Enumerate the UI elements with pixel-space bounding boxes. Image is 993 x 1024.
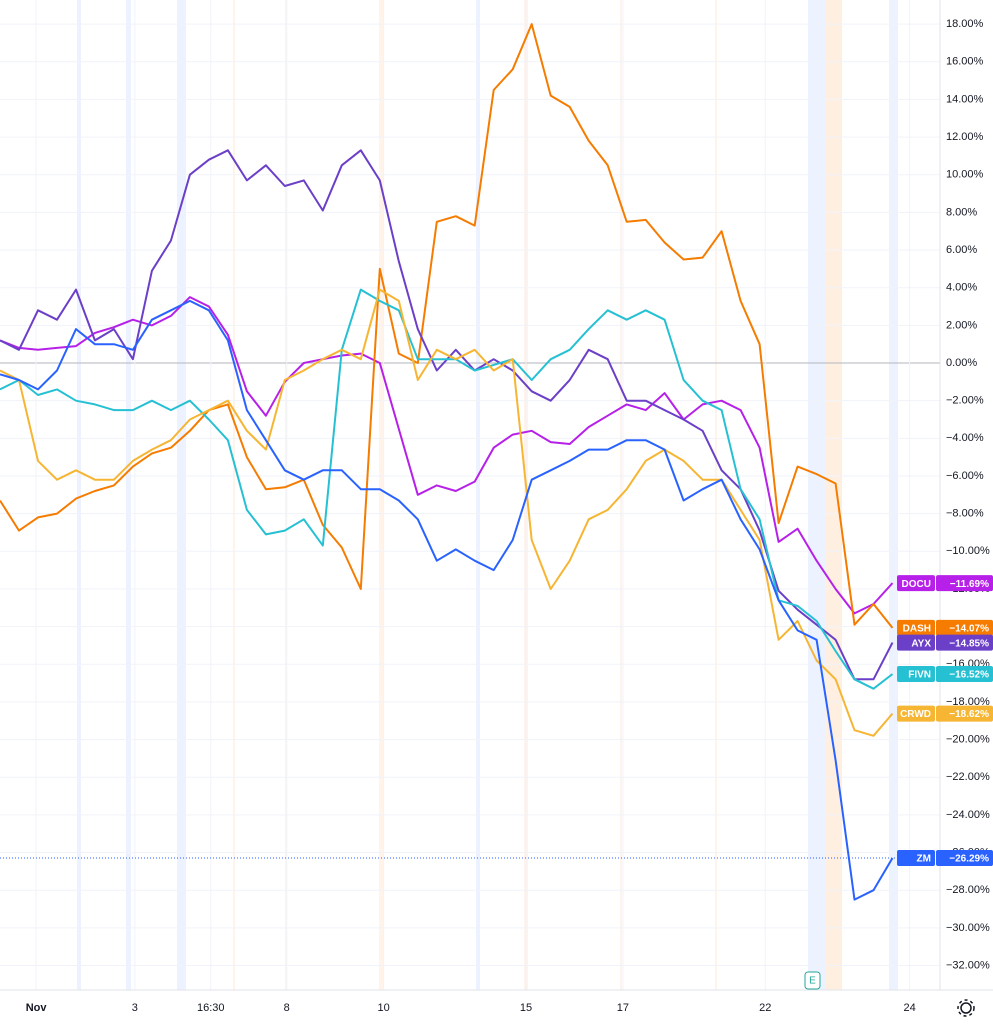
series-line: [0, 23, 894, 629]
x-tick-label: 17: [617, 1002, 629, 1014]
value-label: −18.62%: [949, 709, 989, 720]
x-tick-label: 22: [759, 1002, 771, 1014]
y-tick-label: −20.00%: [946, 733, 990, 745]
y-tick-label: 18.00%: [946, 18, 984, 30]
x-tick-label: 10: [377, 1002, 389, 1014]
badge-name-box: [897, 705, 935, 722]
badge-value-box: [936, 619, 993, 636]
series-line: [0, 288, 894, 690]
y-tick-label: −30.00%: [946, 922, 990, 934]
series-line: [0, 299, 894, 901]
y-tick-label: −32.00%: [946, 959, 990, 971]
x-tick-label: 16:30: [197, 1002, 225, 1014]
value-label: −26.29%: [949, 854, 989, 865]
value-label: −14.85%: [949, 638, 989, 649]
series-badge: CRWD −18.62%: [897, 705, 993, 722]
settings-icon[interactable]: [957, 999, 975, 1017]
y-tick-label: 14.00%: [946, 93, 984, 105]
legend-entry: FIVN: [908, 670, 931, 681]
x-tick-label: Nov: [26, 1002, 48, 1014]
badge-name-box: [897, 666, 935, 683]
badge-value-box: [936, 575, 993, 592]
y-tick-label: −6.00%: [946, 470, 984, 482]
y-tick-label: 12.00%: [946, 131, 984, 143]
legend-entry: DOCU: [902, 579, 931, 590]
value-label: −16.52%: [949, 670, 989, 681]
y-tick-label: 4.00%: [946, 282, 977, 294]
y-tick-label: 10.00%: [946, 169, 984, 181]
badge-value-box: [936, 705, 993, 722]
badge-value-box: [936, 666, 993, 683]
y-tick-label: −8.00%: [946, 508, 984, 520]
earnings-marker: E: [804, 971, 821, 990]
series-badge: AYX −14.85%: [897, 634, 993, 651]
y-tick-label: 16.00%: [946, 56, 984, 68]
badge-name-box: [897, 634, 935, 651]
y-tick-label: 8.00%: [946, 206, 977, 218]
legend-entry: DASH: [903, 624, 931, 635]
x-tick-label: 8: [284, 1002, 290, 1014]
badge-value-box: [936, 634, 993, 651]
series-line: [0, 288, 894, 737]
badge-value-box: [936, 850, 993, 867]
badge-name-box: [897, 575, 935, 592]
series-badge: DOCU −11.69%: [897, 575, 993, 592]
series-badge: ZM −26.29%: [897, 850, 993, 867]
y-tick-label: −22.00%: [946, 771, 990, 783]
y-tick-label: −28.00%: [946, 884, 990, 896]
x-tick-label: 3: [132, 1002, 138, 1014]
y-tick-label: 0.00%: [946, 357, 977, 369]
y-tick-label: −18.00%: [946, 696, 990, 708]
y-tick-label: −24.00%: [946, 809, 990, 821]
badge-name-box: [897, 619, 935, 636]
y-tick-label: −2.00%: [946, 395, 984, 407]
series-line: [0, 296, 894, 615]
series-line: [0, 149, 894, 681]
series-badge: FIVN −16.52%: [897, 666, 993, 683]
y-tick-label: −10.00%: [946, 545, 990, 557]
legend-entry: CRWD: [900, 709, 931, 720]
value-label: −11.69%: [950, 579, 989, 590]
series-badge: DASH −14.07%: [897, 619, 993, 636]
badge-name-box: [897, 850, 935, 867]
grid: [0, 0, 940, 990]
value-label: −14.07%: [949, 624, 989, 635]
y-tick-label: 6.00%: [946, 244, 977, 256]
y-tick-label: −4.00%: [946, 432, 984, 444]
x-tick-label: 24: [903, 1002, 915, 1014]
y-tick-label: 2.00%: [946, 319, 977, 331]
legend-entry: ZM: [917, 854, 931, 865]
x-tick-label: 15: [520, 1002, 532, 1014]
legend-entry: AYX: [911, 638, 931, 649]
svg-text:E: E: [809, 976, 816, 987]
